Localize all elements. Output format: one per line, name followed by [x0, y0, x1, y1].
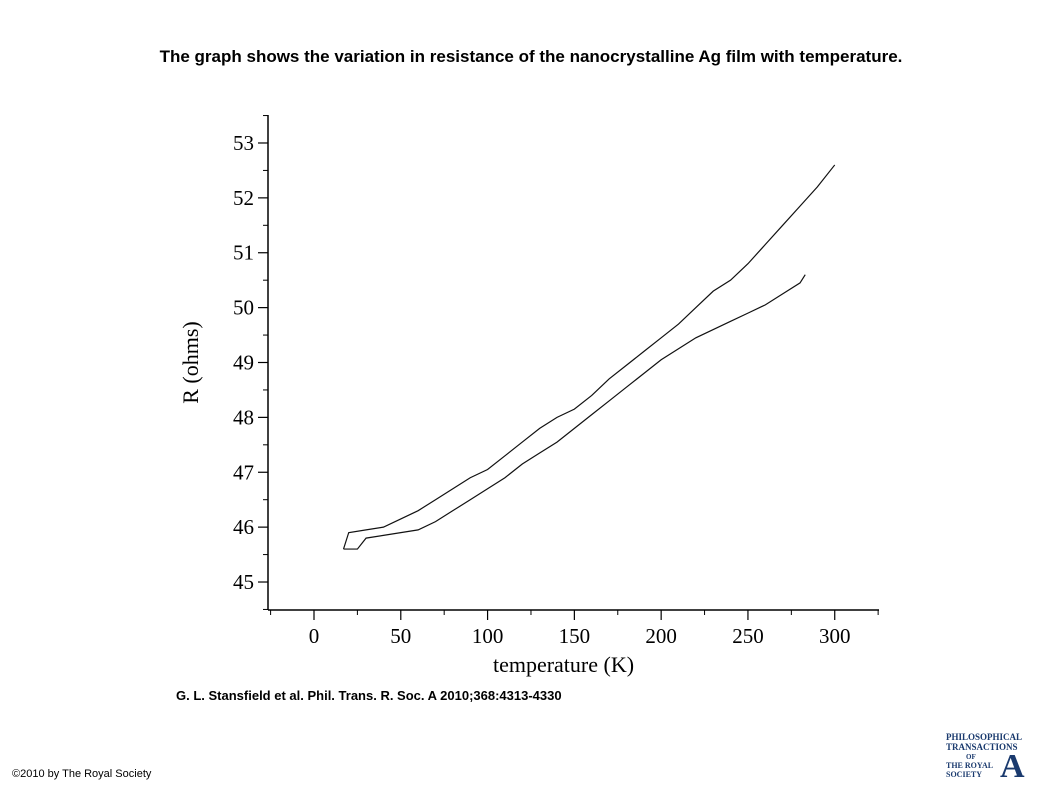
y-tick-label: 52	[233, 186, 254, 210]
logo-text: THE ROYAL	[946, 761, 993, 770]
logo-text: SOCIETY	[946, 770, 982, 779]
citation-box: G. L. Stansfield et al. Phil. Trans. R. …	[176, 688, 562, 703]
plot: 45 46 47 48 49 50 51 52 53 0 50 100 150 200 250 300 temp…	[178, 115, 879, 677]
y-tick-label: 48	[233, 405, 254, 429]
y-tick-label: 45	[233, 570, 254, 594]
x-tick-label: 100	[472, 624, 504, 648]
logo-text: TRANSACTIONS	[946, 742, 1018, 752]
logo: PHILOSOPHICAL TRANSACTIONS OF THE ROYAL …	[946, 732, 1025, 785]
logo-letter: A	[1000, 748, 1025, 785]
x-tick-label: 0	[309, 624, 320, 648]
y-tick-label: 51	[233, 241, 254, 265]
y-tick-label: 47	[233, 460, 254, 484]
data-line	[342, 164, 836, 550]
y-tick-label: 49	[233, 351, 254, 375]
x-axis-label: temperature (K)	[493, 652, 634, 677]
x-tick-label: 150	[559, 624, 591, 648]
x-tick-label: 200	[645, 624, 677, 648]
logo-text: PHILOSOPHICAL	[946, 732, 1022, 742]
logo-text: OF	[966, 753, 976, 761]
x-tick-label: 250	[732, 624, 764, 648]
y-tick-label: 53	[233, 131, 254, 155]
copyright: ©2010 by The Royal Society	[12, 768, 152, 780]
y-tick-label: 50	[233, 296, 254, 320]
x-tick-label: 300	[819, 624, 851, 648]
y-tick-label: 46	[233, 515, 254, 539]
citation: G. L. Stansfield et al. Phil. Trans. R. …	[176, 688, 562, 703]
slide-title: The graph shows the variation in resista…	[160, 47, 903, 66]
data-line	[343, 274, 806, 550]
x-tick-label: 50	[390, 624, 411, 648]
y-axis-label: R (ohms)	[178, 321, 203, 404]
